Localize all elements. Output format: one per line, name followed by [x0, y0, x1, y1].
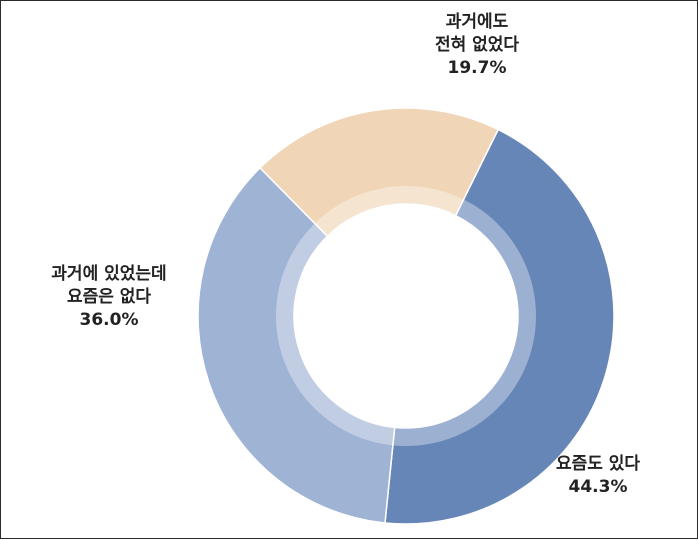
slice-label-yojeumdo-itda: 요즘도 있다 44.3%: [555, 454, 641, 497]
slice-label-gwageo-isseonneunde: 과거에 있었는데 요즘은 없다 36.0%: [51, 264, 167, 330]
slice-label-gwageoedo-eopseotda: 과거에도 전혀 없었다 19.7%: [434, 12, 520, 78]
donut-hole: [294, 204, 518, 428]
